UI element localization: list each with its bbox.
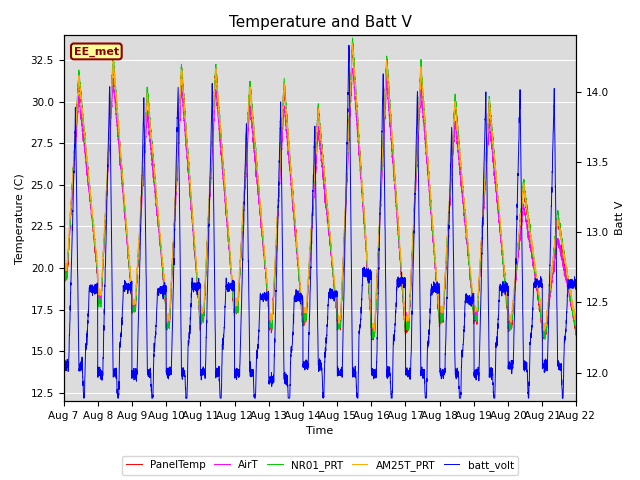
AM25T_PRT (573, 326, 580, 332)
batt_volt (406, 371, 414, 377)
X-axis label: Time: Time (307, 426, 333, 436)
AM25T_PRT (152, 180, 159, 185)
NR01_PRT (541, 336, 548, 342)
AirT (573, 327, 580, 333)
AirT (152, 194, 159, 200)
batt_volt (301, 366, 308, 372)
Line: PanelTemp: PanelTemp (63, 44, 577, 342)
batt_volt (573, 367, 580, 372)
PanelTemp (464, 244, 472, 250)
NR01_PRT (406, 291, 414, 297)
PanelTemp (301, 316, 308, 322)
AirT (301, 311, 308, 316)
Line: NR01_PRT: NR01_PRT (63, 38, 577, 339)
NR01_PRT (435, 310, 442, 316)
PanelTemp (572, 326, 580, 332)
batt_volt (152, 332, 159, 337)
PanelTemp (152, 189, 159, 194)
PanelTemp (60, 272, 67, 278)
batt_volt (572, 276, 580, 282)
AirT (406, 289, 414, 295)
batt_volt (80, 395, 88, 401)
PanelTemp (349, 41, 356, 47)
NR01_PRT (349, 35, 356, 41)
Title: Temperature and Batt V: Temperature and Batt V (228, 15, 412, 30)
PanelTemp (573, 333, 580, 338)
PanelTemp (406, 295, 414, 300)
AirT (572, 326, 580, 332)
Line: AirT: AirT (63, 69, 577, 336)
AirT (60, 266, 67, 272)
NR01_PRT (301, 316, 308, 322)
AirT (435, 306, 443, 312)
Y-axis label: Batt V: Batt V (615, 201, 625, 235)
batt_volt (464, 300, 472, 306)
AM25T_PRT (371, 329, 378, 335)
AM25T_PRT (301, 308, 308, 313)
Line: AM25T_PRT: AM25T_PRT (63, 44, 577, 332)
batt_volt (435, 286, 443, 292)
batt_volt (345, 42, 353, 48)
Line: batt_volt: batt_volt (63, 45, 577, 398)
PanelTemp (435, 309, 442, 315)
AM25T_PRT (406, 286, 414, 291)
NR01_PRT (152, 182, 159, 188)
NR01_PRT (573, 333, 580, 338)
AirT (464, 248, 472, 253)
AirT (348, 66, 356, 72)
AM25T_PRT (60, 262, 67, 268)
AirT (368, 333, 376, 339)
batt_volt (60, 362, 67, 368)
NR01_PRT (60, 274, 67, 279)
AM25T_PRT (572, 323, 580, 328)
Y-axis label: Temperature (C): Temperature (C) (15, 173, 25, 264)
Legend: PanelTemp, AirT, NR01_PRT, AM25T_PRT, batt_volt: PanelTemp, AirT, NR01_PRT, AM25T_PRT, ba… (122, 456, 518, 475)
NR01_PRT (572, 331, 580, 336)
NR01_PRT (464, 240, 472, 246)
PanelTemp (539, 339, 547, 345)
AM25T_PRT (435, 303, 443, 309)
AM25T_PRT (464, 240, 472, 246)
AM25T_PRT (349, 41, 356, 47)
Text: EE_met: EE_met (74, 46, 119, 57)
